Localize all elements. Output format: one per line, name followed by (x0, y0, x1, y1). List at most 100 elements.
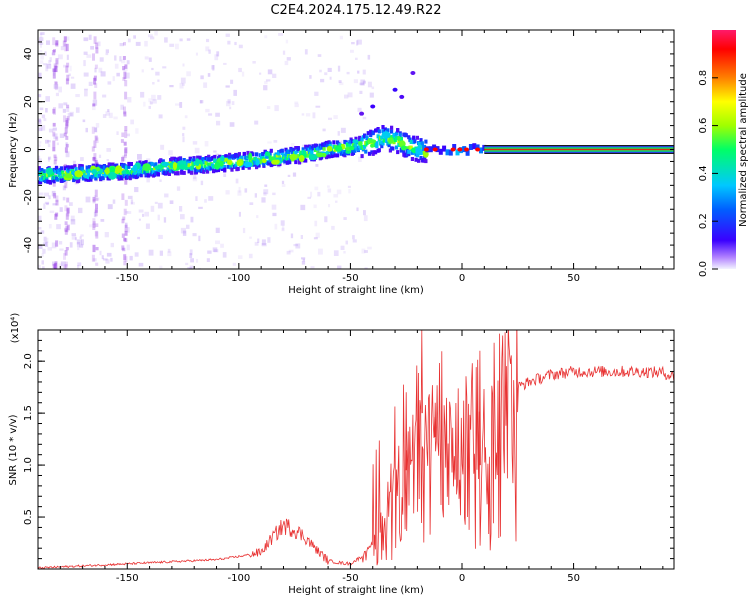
spectrogram-band-cell (134, 171, 138, 175)
snr-xtick-label: 50 (567, 573, 580, 584)
spectrogram-noise-cell (154, 31, 158, 36)
spectrogram-noise-cell (57, 54, 63, 60)
spectrogram-peak-cell (161, 162, 170, 167)
figure-title: C2E4.2024.175.12.49.R22 (270, 3, 441, 18)
spectrogram-noise-cell (310, 266, 315, 269)
spectrogram-band-cell (113, 169, 117, 174)
spectrogram-noise-cell (48, 156, 52, 160)
spectrogram-noise-cell (160, 144, 165, 150)
spectrogram-noise-cell (98, 67, 103, 73)
spectrogram-band-cell (53, 169, 57, 174)
spectrogram-noise-cell (182, 133, 185, 137)
spectrogram-band-cell (218, 154, 222, 159)
spectrogram-noise-cell (249, 236, 252, 239)
spectrogram-noise-cell (305, 113, 311, 117)
spectrogram-band-cell (280, 148, 284, 153)
spectrogram-band-cell (424, 139, 428, 144)
spectrogram-band-cell (188, 159, 192, 164)
spectrogram-noise-cell (318, 248, 323, 255)
colorbar-tick-label: 0.8 (698, 70, 709, 86)
spectrogram-band-cell (356, 147, 360, 152)
spectrogram-peak-cell (261, 158, 267, 164)
spectrogram-noise-cell (94, 127, 97, 133)
spectrogram-band-cell (331, 153, 335, 158)
spectrogram-noise-cell (58, 103, 64, 109)
spectrogram-noise-cell (52, 68, 56, 73)
spectrogram-noise-cell (320, 78, 325, 83)
spectrogram-noise-cell (238, 44, 243, 49)
spectrogram-band-cell (381, 125, 385, 129)
spectrogram-noise-cell (62, 40, 66, 47)
spectrogram-noise-cell (48, 195, 51, 200)
spectrogram-noise-cell (38, 227, 42, 230)
spectrogram-band-cell (236, 166, 240, 171)
spectrogram-noise-cell (121, 132, 125, 137)
spectrogram-band-cell (297, 160, 302, 165)
spectrogram-band-cell (388, 135, 392, 140)
spectrogram-band-cell (267, 161, 271, 166)
spectrogram-noise-cell (301, 261, 306, 265)
spectrogram-noise-cell (66, 208, 70, 217)
spectrogram-band-cell (360, 137, 364, 142)
spectrogram-band-cell (151, 170, 156, 175)
spectrogram-noise-cell (66, 104, 70, 109)
spectrogram-band-cell (278, 155, 282, 160)
spectrogram-noise-cell (38, 127, 43, 132)
spectrogram-noise-cell (62, 185, 66, 191)
spectrogram-band-cell (202, 169, 206, 174)
spectrogram-band-cell (228, 155, 232, 160)
spectrogram-band-cell (377, 129, 381, 134)
spectrogram-noise-cell (53, 63, 57, 70)
spectrogram-noise-cell (238, 67, 242, 73)
spectrogram-outlier-cell (370, 104, 376, 109)
spectrogram-band-cell (365, 135, 369, 140)
spectrogram-noise-cell (146, 158, 151, 163)
spectrogram-noise-cell (65, 65, 69, 73)
spectrogram-band-cell (171, 169, 175, 174)
spectrogram-noise-cell (281, 227, 285, 232)
spectrogram-band-cell (178, 157, 183, 162)
spectrogram-noise-cell (65, 36, 70, 41)
spectrogram-band-cell (188, 156, 192, 161)
spectrogram-noise-cell (122, 155, 126, 162)
spectrogram-noise-cell (38, 244, 43, 249)
spectrogram-band-cell (255, 165, 259, 170)
spectrogram-noise-cell (187, 267, 192, 269)
spectrogram-noise-cell (143, 101, 146, 107)
spectrogram-noise-cell (60, 46, 65, 51)
spectrogram-band-cell (482, 144, 487, 151)
spectrogram-band-cell (418, 149, 423, 156)
spectrogram-noise-cell (272, 192, 276, 196)
spectrogram-band-cell (58, 176, 62, 181)
spectrogram-noise-cell (94, 83, 98, 88)
spectrogram-noise-cell (56, 224, 61, 230)
spectrogram-noise-cell (40, 44, 42, 48)
spectrogram-noise-cell (63, 253, 66, 260)
spectrogram-noise-cell (42, 242, 47, 246)
spectrogram-band-cell (296, 154, 300, 159)
spectrogram-noise-cell (95, 161, 99, 165)
spectrogram-noise-cell (41, 114, 46, 119)
spectrogram-noise-cell (93, 195, 97, 200)
spectrogram-noise-cell (92, 103, 96, 107)
spectrogram-noise-cell (148, 98, 152, 103)
spectrogram-peak-cell (132, 164, 138, 173)
spectrogram-band-cell (322, 146, 326, 151)
spectrogram-noise-cell (107, 81, 112, 85)
spectrogram-peak-cell (315, 152, 324, 158)
spectrogram-noise-cell (108, 112, 113, 119)
spectrogram-band-cell (90, 174, 94, 179)
spectrogram-band-cell (413, 139, 417, 144)
spectrogram-noise-cell (124, 72, 130, 79)
spectrogram-peak-cell (326, 145, 333, 152)
spectrogram-noise-cell (53, 84, 59, 89)
spectrogram-noise-cell (104, 232, 109, 238)
spectrogram-noise-cell (148, 249, 154, 256)
spectrogram-noise-cell (92, 199, 96, 204)
spectrogram-noise-cell (194, 147, 200, 154)
spectrogram-noise-cell (116, 72, 120, 77)
spectrogram-noise-cell (126, 60, 130, 65)
spectrogram-noise-cell (84, 88, 88, 91)
snr-frame (37, 329, 675, 570)
snr-ytick-label: 2.0 (23, 353, 34, 369)
